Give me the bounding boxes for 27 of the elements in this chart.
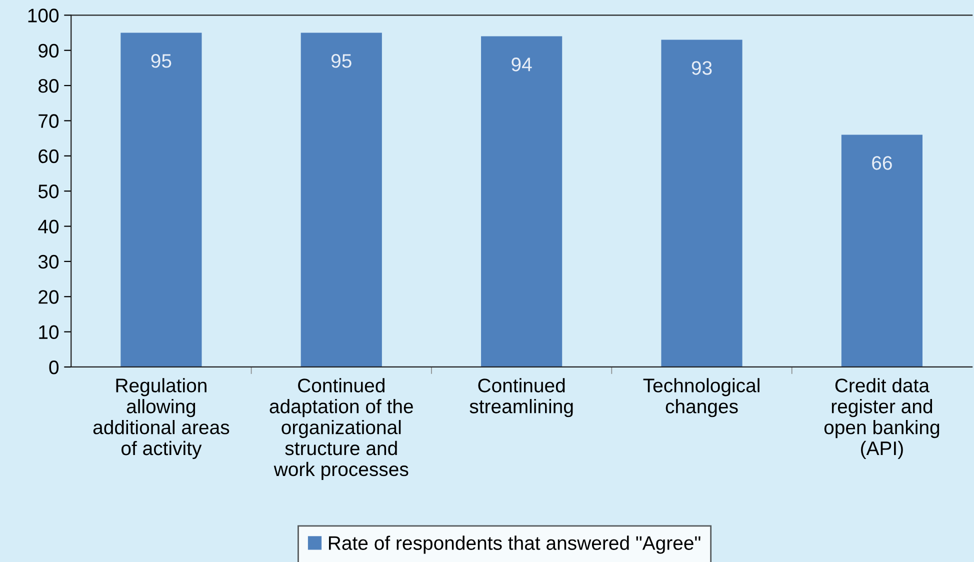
y-tick-label: 10 [39, 325, 59, 340]
x-tick-label: Regulation allowing additional areas of activity [93, 378, 230, 460]
data-label: 93 [692, 61, 712, 75]
bar [841, 134, 922, 367]
data-label: 95 [151, 54, 172, 68]
data-label: 95 [331, 54, 352, 68]
bar [300, 32, 382, 367]
bar [481, 36, 562, 367]
x-tick-label: Continued streamlining [470, 378, 573, 418]
y-tick-label: 90 [38, 44, 59, 58]
bar [120, 32, 202, 367]
y-tick-label: 60 [38, 149, 59, 164]
bar [661, 40, 742, 367]
x-tick-label: Technological changes [643, 378, 760, 418]
y-tick-label: 70 [38, 114, 59, 128]
x-tick-label: Credit data register and open banking (API) [824, 378, 940, 460]
y-tick-label: 20 [38, 290, 59, 304]
y-tick-label: 0 [49, 360, 59, 374]
data-label: 66 [872, 156, 892, 170]
x-tick-label: Continued adaptation of the organizational structure and work processes [270, 378, 413, 480]
data-label: 94 [512, 58, 532, 72]
y-tick-label: 80 [38, 79, 59, 93]
y-tick-label: 30 [38, 254, 59, 269]
legend-label: Rate of respondents that answered "Agree" [328, 536, 700, 554]
y-tick-label: 40 [38, 220, 59, 234]
y-tick-label: 50 [38, 184, 59, 198]
y-tick-label: 100 [28, 8, 59, 22]
